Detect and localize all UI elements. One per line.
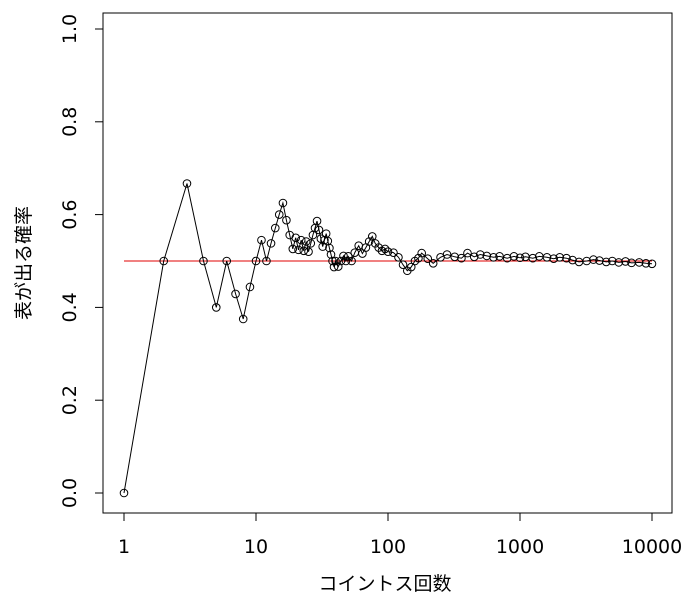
x-tick-label: 10000 [622, 536, 682, 558]
data-point [367, 232, 377, 241]
data-points [119, 179, 657, 498]
x-tick-label: 100 [370, 536, 406, 558]
data-point [296, 235, 306, 245]
data-point [288, 244, 298, 254]
data-point [211, 303, 221, 312]
data-point [406, 262, 416, 272]
data-point [159, 256, 169, 266]
data-point [304, 247, 313, 257]
data-point [601, 257, 611, 267]
data-point [262, 256, 271, 266]
x-axis-label: コイントス回数 [318, 573, 451, 595]
series-line [123, 183, 653, 494]
data-point [555, 252, 565, 262]
data-point [347, 256, 356, 266]
data-point [562, 253, 571, 263]
data-point [383, 247, 393, 257]
data-point [341, 256, 351, 266]
data-point [331, 256, 340, 266]
data-point [299, 246, 309, 256]
data-point [482, 251, 492, 261]
data-point [251, 256, 261, 266]
data-point [291, 233, 301, 243]
data-point [266, 239, 276, 248]
data-point [423, 254, 433, 263]
data-point [614, 258, 624, 267]
data-point [621, 257, 630, 266]
data-point [294, 245, 303, 255]
data-point [231, 289, 240, 299]
data-point [463, 248, 472, 258]
data-point [489, 252, 498, 262]
data-point [380, 244, 390, 254]
data-point [314, 225, 324, 235]
data-point [238, 314, 248, 324]
data-point [320, 235, 329, 245]
y-tick-label: 0.6 [59, 199, 81, 229]
data-point [222, 256, 232, 266]
data-point [326, 250, 336, 259]
data-point [475, 250, 485, 259]
data-point [509, 252, 519, 261]
y-axis: 0.0 0.2 0.4 0.6 0.8 1.0 [59, 14, 104, 508]
data-point [442, 250, 452, 259]
data-point [589, 255, 598, 264]
data-point [318, 242, 327, 251]
data-point [389, 248, 398, 257]
data-point [634, 258, 644, 267]
data-point [549, 254, 558, 263]
data-point [339, 251, 348, 261]
data-point [199, 256, 208, 266]
data-point [515, 253, 525, 263]
data-point [182, 179, 192, 188]
y-tick-label: 1.0 [59, 14, 81, 44]
data-point [270, 223, 280, 233]
data-point [450, 252, 459, 262]
x-tick-label: 1000 [496, 536, 544, 558]
data-point [257, 235, 266, 245]
data-point [647, 259, 657, 269]
plot-frame [102, 12, 673, 514]
data-point [325, 243, 334, 253]
data-point [641, 259, 651, 268]
data-point [582, 256, 591, 266]
data-point [278, 198, 288, 208]
data-point [306, 239, 316, 248]
y-tick-label: 0.4 [59, 292, 81, 322]
data-point [394, 252, 403, 262]
data-point [282, 215, 291, 225]
data-point [398, 260, 408, 270]
data-point [595, 256, 604, 265]
data-point [568, 255, 577, 265]
data-point [329, 262, 339, 272]
y-tick-label: 0.0 [59, 478, 81, 508]
data-point [245, 282, 255, 292]
y-tick-label: 0.8 [59, 107, 81, 137]
data-point [542, 252, 552, 262]
data-point [328, 256, 337, 266]
data-point [333, 262, 343, 271]
data-point [607, 256, 617, 266]
data-point [457, 253, 466, 263]
data-point [417, 248, 426, 258]
data-point [301, 237, 311, 246]
x-tick-label: 10 [244, 536, 268, 558]
data-point [364, 237, 374, 246]
data-point [119, 488, 129, 498]
x-tick-label: 1 [118, 536, 130, 558]
data-point [528, 253, 538, 263]
x-axis: 1 10 100 1000 10000 [118, 512, 682, 558]
data-point [312, 216, 322, 226]
y-axis-label: 表が出る確率 [13, 206, 35, 320]
data-point [274, 210, 284, 219]
y-tick-label: 0.2 [59, 385, 81, 415]
data-point [336, 256, 346, 266]
data-point [428, 259, 438, 268]
data-point [469, 252, 479, 262]
